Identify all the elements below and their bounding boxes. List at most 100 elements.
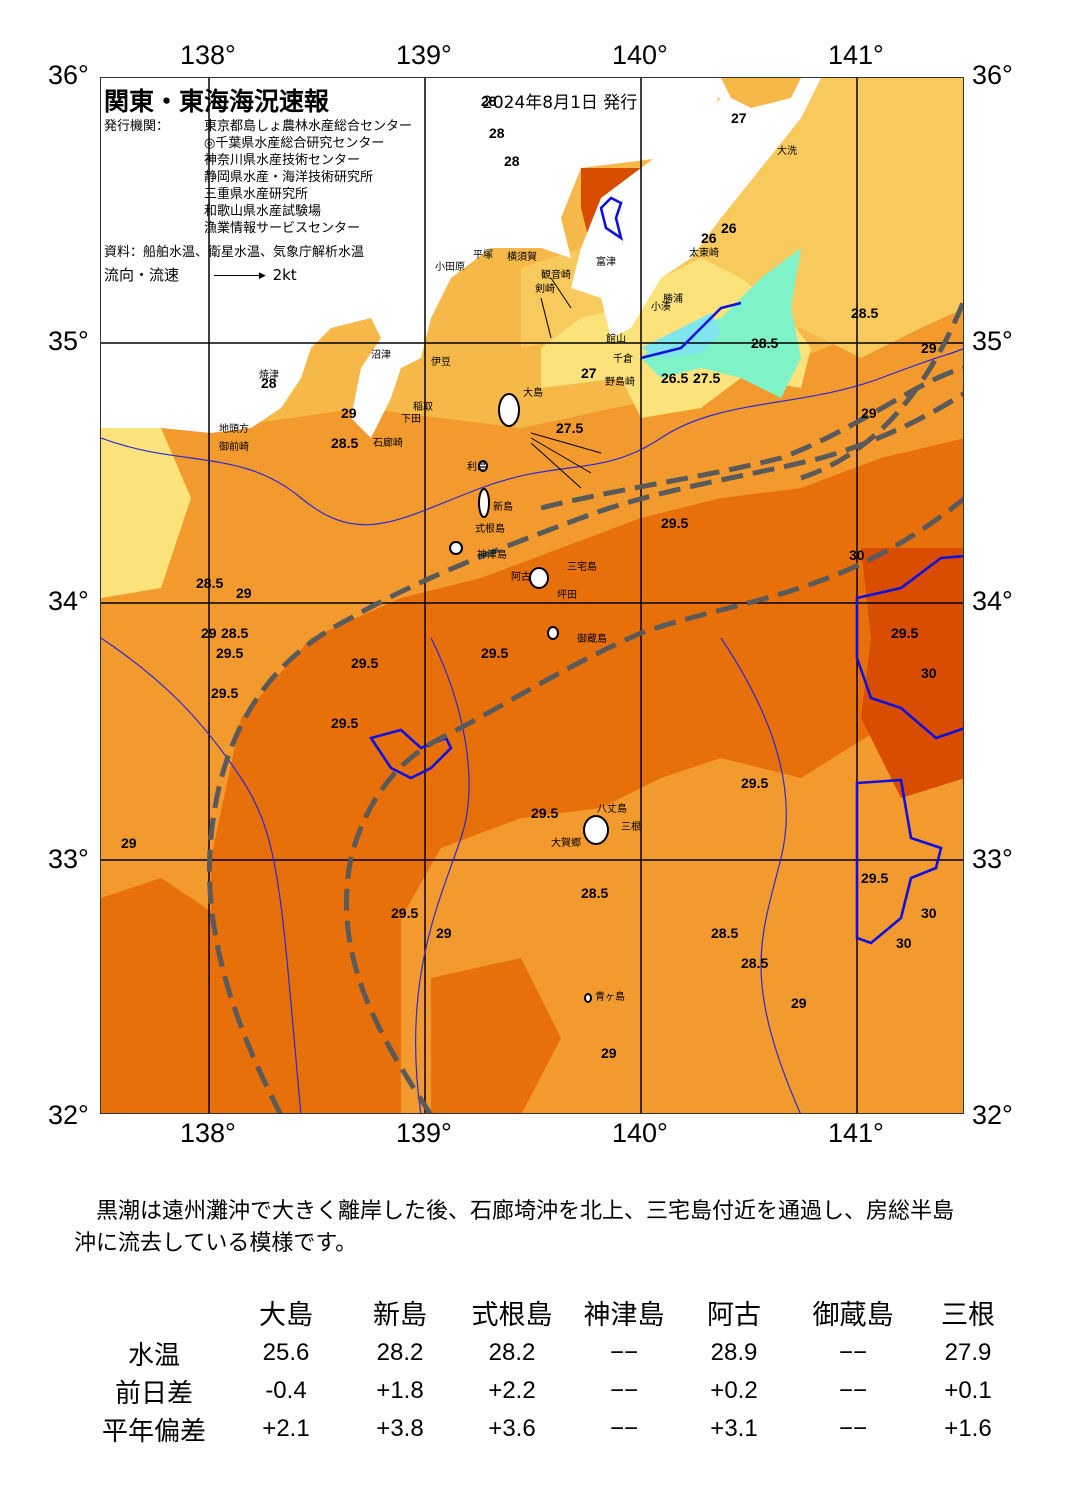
place-ako: 阿古 — [511, 572, 531, 583]
warmest-zone-east — [861, 548, 963, 798]
place-mitsune: 三根 — [621, 822, 641, 833]
column-header: 式根島 — [471, 1299, 553, 1330]
table-cell: -0.4 — [265, 1377, 307, 1404]
map-title: 関東・東海海況速報 — [104, 87, 330, 116]
lat-label-36-left: 36° — [48, 60, 89, 90]
credits-orgs: 東京都島しょ農林水産総合センター ◎千葉県水産総合研究センター 神奈川県水産技術… — [204, 118, 444, 237]
place-odawara: 小田原 — [435, 262, 465, 273]
cooler-zone-west — [101, 418, 191, 598]
place-oshima: 大島 — [523, 388, 543, 399]
table-cell: −− — [838, 1339, 868, 1366]
flow-arrow-icon: ▶ — [213, 271, 266, 281]
cold-zone — [641, 248, 801, 398]
isotherm-label: 28 — [481, 93, 497, 109]
place-tateyama: 館山 — [606, 334, 626, 345]
isotherm-label: 29 — [861, 405, 877, 421]
table-cell: +3.6 — [488, 1415, 536, 1442]
flow-arrows — [530, 277, 602, 489]
isotherm-label: 26.5 — [661, 370, 688, 386]
lat-label-34-left: 34° — [48, 586, 89, 616]
table-cell: +1.6 — [944, 1415, 992, 1442]
place-hachijojima: 八丈島 — [597, 804, 627, 815]
table-cell: 28.2 — [488, 1339, 536, 1366]
row-label: 前日差 — [114, 1377, 193, 1408]
kuroshio-northern-branch — [540, 297, 963, 511]
lon-label-141-bottom: 141° — [828, 1118, 884, 1148]
isotherm-label: 28.5 — [711, 925, 738, 941]
table-header-row: 大島 新島 式根島 神津島 阿古 御蔵島 三根 — [80, 1290, 1018, 1334]
lon-label-138-bottom: 138° — [180, 1118, 236, 1148]
isotherm-label: 29 — [436, 925, 452, 941]
org-line: 三重県水産研究所 — [204, 187, 309, 202]
place-tsurugizaki: 剣崎 — [535, 284, 555, 295]
place-jitogata: 地頭方 — [219, 424, 249, 435]
table-cell: +3.8 — [376, 1415, 424, 1442]
place-chikura: 千倉 — [613, 354, 633, 365]
place-shikinejima: 式根島 — [475, 524, 505, 535]
niijima — [478, 488, 490, 518]
table-cell: −− — [609, 1415, 639, 1442]
isotherm-label: 29 — [236, 585, 252, 601]
lon-label-141-top: 141° — [828, 40, 884, 70]
hachijojima — [583, 815, 609, 845]
kozushima — [449, 541, 463, 555]
isotherm-label: 29.5 — [741, 775, 768, 791]
row-label: 水温 — [127, 1339, 180, 1370]
table-cell: 27.9 — [944, 1339, 992, 1366]
table-cell: 28.9 — [710, 1339, 758, 1366]
credits-label: 発行機関： — [104, 119, 170, 134]
isotherm-label: 30 — [849, 547, 865, 563]
lat-label-35-right: 35° — [972, 326, 1013, 356]
isotherm-label: 29.5 — [391, 905, 418, 921]
place-niijima: 新島 — [493, 502, 513, 513]
place-mikurajima: 御蔵島 — [577, 634, 607, 645]
place-tsubota: 坪田 — [557, 590, 577, 601]
place-kominato: 小湊 — [651, 302, 671, 313]
table-cell: −− — [609, 1339, 639, 1366]
lat-label-34-right: 34° — [972, 586, 1013, 616]
warm-zone-sw — [101, 878, 221, 1113]
warm-band — [211, 438, 963, 1113]
data-source: 資料：船舶水温、衛星水温、気象庁解析水温 — [104, 245, 365, 260]
lon-label-140-bottom: 140° — [612, 1118, 668, 1148]
lon-label-138-top: 138° — [180, 40, 236, 70]
isotherm-label: 28 — [489, 125, 505, 141]
issue-date: 2024年8月1日 発行 — [482, 93, 638, 113]
place-aogashima: 青ヶ島 — [595, 992, 625, 1003]
graticule — [101, 78, 963, 1113]
table-cell: +0.2 — [710, 1377, 758, 1404]
sea-temperature-map: 28 28 28 27 26 26 27.5 27 26.5 27.5 28.5 29 29 28.5 28… — [100, 77, 964, 1114]
org-line: ◎千葉県水産総合研究センター — [204, 136, 385, 151]
place-ito: 伊豆 — [431, 357, 451, 368]
table-cell: +0.1 — [944, 1377, 992, 1404]
table-cell: 28.2 — [376, 1339, 424, 1366]
table-corner — [80, 1290, 228, 1334]
table-row: 水温 25.6 28.2 28.2 −− 28.9 −− 27.9 — [80, 1334, 1018, 1372]
isotherm-label: 29.5 — [211, 685, 238, 701]
isotherm-label: 27 — [731, 110, 747, 126]
table-cell: +3.1 — [710, 1415, 758, 1442]
column-header: 新島 — [373, 1299, 427, 1330]
mikurajima — [547, 626, 559, 640]
isotherm-label: 29.5 — [351, 655, 378, 671]
observation-table: 大島 新島 式根島 神津島 阿古 御蔵島 三根 水温 25.6 28.2 28.… — [80, 1290, 1018, 1448]
isotherm-label: 29.5 — [531, 805, 558, 821]
table-cell: 25.6 — [262, 1339, 310, 1366]
summary-text: 黒潮は遠州灘沖で大きく離岸した後、石廊埼沖を北上、三宅島付近を通過し、房総半島沖… — [74, 1199, 955, 1256]
toshima — [478, 460, 488, 472]
isotherm-label: 28.5 — [196, 575, 223, 591]
org-line: 神奈川県水産技術センター — [204, 153, 361, 168]
place-yokosuka: 横須賀 — [507, 252, 537, 263]
org-line: 東京都島しょ農林水産総合センター — [204, 119, 413, 134]
isotherm-label: 28.5 — [581, 885, 608, 901]
isotherm-label: 29 — [121, 835, 137, 851]
org-line: 和歌山県水産試験場 — [204, 204, 322, 219]
lon-label-139-bottom: 139° — [396, 1118, 452, 1148]
column-header: 神津島 — [583, 1299, 665, 1330]
column-header: 大島 — [259, 1299, 313, 1330]
place-shimoda: 下田 — [401, 414, 421, 425]
isotherm-label: 29 — [341, 405, 357, 421]
isotherm-lines — [101, 348, 963, 1113]
land-boso — [521, 78, 821, 338]
